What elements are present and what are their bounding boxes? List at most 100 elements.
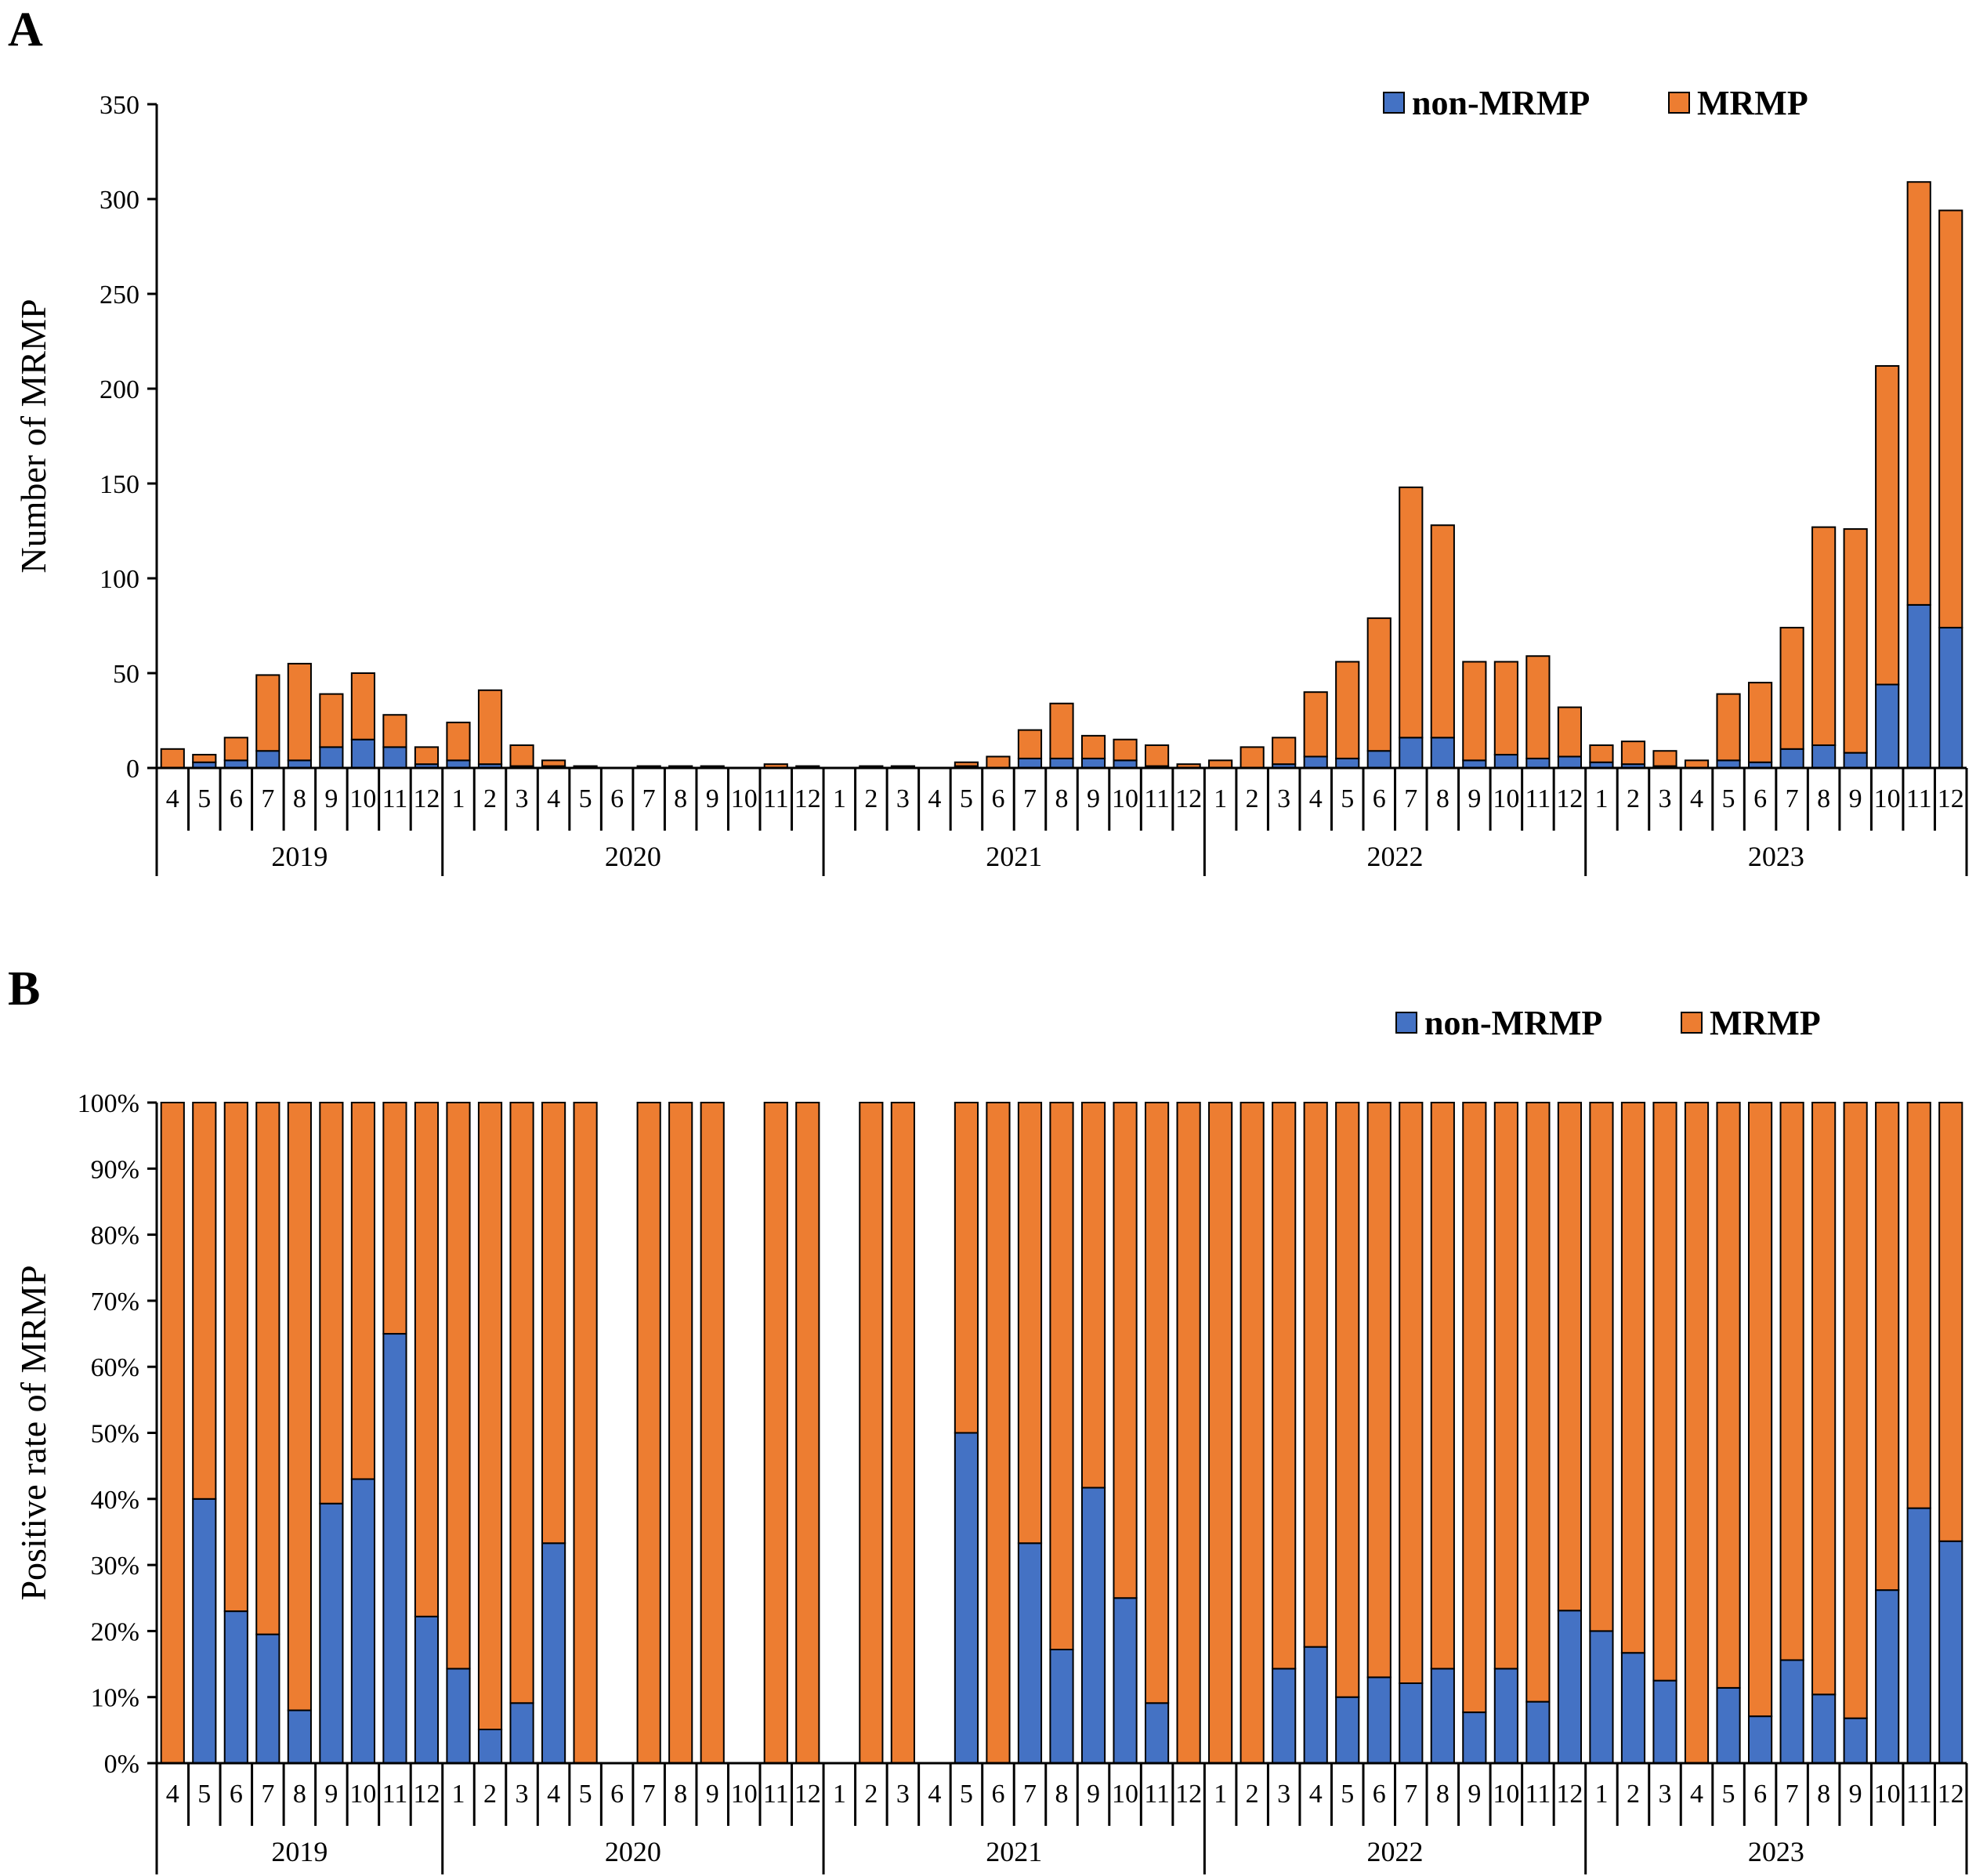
bar-mrmp <box>1049 1102 1074 1651</box>
bar-mrmp <box>668 1102 693 1764</box>
legend-swatch-mrmp <box>1668 92 1690 114</box>
month-label: 6 <box>991 784 1004 813</box>
bar-mrmp <box>509 744 534 767</box>
month-label: 5 <box>579 1780 592 1809</box>
bar-non-mrmp <box>255 1633 280 1764</box>
bar-non-mrmp <box>1493 1668 1518 1764</box>
month-label: 2 <box>1246 784 1259 813</box>
bar-mrmp <box>509 1102 534 1704</box>
bar-non-mrmp <box>1017 1542 1043 1764</box>
month-label: 8 <box>293 784 306 813</box>
bar-mrmp <box>1144 744 1170 767</box>
legend-label-mrmp: MRMP <box>1697 84 1808 122</box>
bar-mrmp <box>1493 1102 1518 1670</box>
bar-mrmp <box>1366 617 1392 752</box>
y-tick-label: 70% <box>91 1287 139 1316</box>
legend-swatch-non-mrmp <box>1395 1012 1417 1034</box>
bar-mrmp <box>1589 1102 1614 1632</box>
bar-mrmp <box>1399 1102 1424 1684</box>
month-label: 10 <box>1874 784 1901 813</box>
bar-non-mrmp <box>1589 1630 1614 1764</box>
bar-non-mrmp <box>1144 1702 1170 1765</box>
bar-mrmp <box>1843 528 1868 754</box>
bar-non-mrmp <box>1716 1686 1741 1764</box>
legend-label-non-mrmp: non-MRMP <box>1424 1004 1602 1042</box>
bar-mrmp <box>954 1102 979 1434</box>
month-label: 10 <box>1874 1780 1901 1809</box>
month-label: 3 <box>1659 1780 1672 1809</box>
bar-non-mrmp <box>1399 1682 1424 1765</box>
bar-non-mrmp <box>1430 737 1455 770</box>
month-label: 4 <box>928 784 941 813</box>
y-tick-label: 200 <box>100 375 139 404</box>
year-label: 2023 <box>1748 841 1804 872</box>
month-label: 4 <box>166 1780 179 1809</box>
month-label: 2 <box>1246 1780 1259 1809</box>
month-label: 8 <box>293 1780 306 1809</box>
y-tick-label: 0% <box>104 1750 139 1779</box>
month-label: 9 <box>1468 784 1481 813</box>
month-label: 4 <box>1309 784 1323 813</box>
bar-non-mrmp <box>446 1668 471 1764</box>
bar-mrmp <box>1303 691 1328 758</box>
month-label: 6 <box>1753 784 1767 813</box>
y-tick-label: 10% <box>91 1684 139 1713</box>
month-label: 12 <box>1556 784 1583 813</box>
bar-mrmp <box>890 1102 915 1764</box>
y-axis-label: Positive rate of MRMP <box>13 1265 53 1600</box>
bar-mrmp <box>1525 1102 1551 1703</box>
bar-mrmp <box>382 714 407 748</box>
month-label: 5 <box>1341 1780 1354 1809</box>
month-label: 9 <box>1849 1780 1862 1809</box>
month-label: 9 <box>324 784 338 813</box>
month-label: 3 <box>1277 1780 1290 1809</box>
month-label: 10 <box>1493 1780 1519 1809</box>
bar-non-mrmp <box>1303 755 1328 769</box>
bar-mrmp <box>223 737 248 762</box>
y-tick-label: 50% <box>91 1420 139 1449</box>
bar-non-mrmp <box>287 1709 312 1765</box>
month-label: 6 <box>610 784 624 813</box>
month-label: 10 <box>1493 784 1519 813</box>
bar-mrmp <box>192 1102 217 1500</box>
bar-mrmp <box>1335 1102 1360 1698</box>
bar-mrmp <box>255 674 280 752</box>
bar-non-mrmp <box>1557 1610 1583 1765</box>
month-label: 12 <box>1938 784 1964 813</box>
bar-mrmp <box>1272 1102 1297 1670</box>
y-tick-label: 100% <box>78 1089 139 1118</box>
bar-mrmp <box>1335 661 1360 759</box>
bar-mrmp <box>1652 1102 1677 1682</box>
y-tick-label: 150 <box>100 470 139 499</box>
bar-mrmp <box>1240 1102 1265 1764</box>
month-label: 11 <box>382 784 408 813</box>
bar-mrmp <box>287 1102 312 1711</box>
bar-mrmp <box>1080 1102 1106 1489</box>
month-label: 5 <box>1722 784 1735 813</box>
bar-non-mrmp <box>541 1542 566 1764</box>
month-label: 8 <box>1055 784 1069 813</box>
bar-non-mrmp <box>382 1333 407 1765</box>
bar-mrmp <box>382 1102 407 1335</box>
month-label: 12 <box>1175 784 1202 813</box>
bar-mrmp <box>160 748 185 769</box>
bar-mrmp <box>954 761 979 767</box>
bar-mrmp <box>1113 738 1138 762</box>
month-label: 8 <box>674 784 687 813</box>
bar-mrmp <box>1017 729 1043 759</box>
bar-mrmp <box>414 1102 440 1617</box>
bar-mrmp <box>1144 1102 1170 1704</box>
bar-mrmp <box>573 1102 598 1764</box>
bar-non-mrmp <box>1462 1711 1487 1765</box>
bar-non-mrmp <box>255 750 280 769</box>
y-tick-label: 40% <box>91 1486 139 1515</box>
bar-non-mrmp <box>1366 1676 1392 1764</box>
bar-mrmp <box>1272 737 1297 766</box>
month-label: 5 <box>197 784 211 813</box>
bar-mrmp <box>477 1102 503 1731</box>
year-label: 2022 <box>1367 1836 1424 1867</box>
month-label: 11 <box>1906 784 1932 813</box>
month-label: 9 <box>706 784 719 813</box>
month-label: 4 <box>166 784 179 813</box>
month-label: 12 <box>1556 1780 1583 1809</box>
